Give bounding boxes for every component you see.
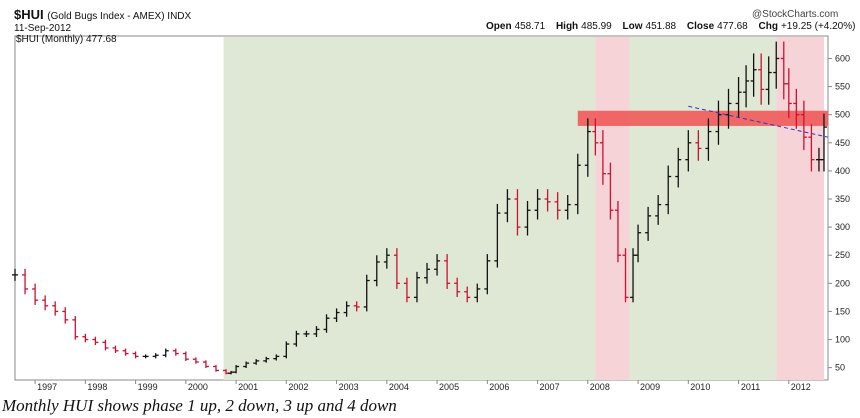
chart-date: 11-Sep-2012 [14, 23, 72, 34]
x-tick-label: 2005 [439, 382, 459, 392]
resistance-band-group [577, 110, 828, 126]
x-tick-label: 2004 [389, 382, 409, 392]
x-tick-label: 2001 [238, 382, 258, 392]
y-tick-label: 350 [835, 194, 850, 204]
symbol-description: (Gold Bugs Index - AMEX) INDX [47, 11, 192, 22]
x-tick-label: 2007 [540, 382, 560, 392]
high-value: 485.99 [581, 21, 612, 32]
trendline [688, 105, 829, 138]
ohlc-readout: Open 458.71 High 485.99 Low 451.88 Close 477… [486, 21, 860, 32]
series-legend: $HUI (Monthly) 477.68 [16, 34, 117, 45]
resistance-band [577, 110, 828, 126]
y-tick-label: 100 [835, 335, 850, 345]
high-label: High [555, 21, 579, 32]
x-tick-label: 2009 [640, 382, 660, 392]
stockcharts-credit: @StockCharts.com [752, 9, 839, 20]
y-tick-label: 150 [835, 306, 850, 316]
x-tick-label: 1999 [138, 382, 158, 392]
x-tick-label: 2003 [339, 382, 359, 392]
symbol-ticker: $HUI [14, 7, 44, 22]
x-tick-label: 2011 [741, 382, 760, 392]
close-value: 477.68 [717, 21, 748, 32]
x-tick-label: 2000 [188, 382, 208, 392]
price-bars [12, 41, 827, 375]
x-tick-label: 2008 [590, 382, 610, 392]
y-tick-label: 50 [835, 363, 845, 373]
y-tick-label: 500 [835, 110, 850, 120]
x-tick-label: 2006 [489, 382, 509, 392]
low-value: 451.88 [645, 21, 677, 32]
phase-up-shade [223, 37, 596, 380]
open-value: 458.71 [514, 21, 546, 32]
y-tick-label: 550 [835, 82, 850, 92]
low-label: Low [622, 21, 643, 32]
y-tick-label: 200 [835, 278, 850, 288]
y-tick-label: 250 [835, 250, 850, 260]
phase-shading [223, 37, 824, 380]
y-tick-label: 450 [835, 138, 850, 148]
open-label: Open [486, 21, 512, 32]
chg-label: Chg [758, 21, 778, 32]
figure-caption: Monthly HUI shows phase 1 up, 2 down, 3 … [2, 396, 397, 415]
chart-canvas: 50 100 150 200 250 300 350 400 450 500 550 600 1997… [12, 35, 850, 392]
close-label: Close [686, 21, 715, 32]
x-tick-label: 1997 [37, 382, 57, 392]
y-tick-label: 600 [835, 53, 850, 63]
symbol-title: $HUI (Gold Bugs Index - AMEX) INDX [14, 7, 191, 22]
trendline-group [688, 105, 829, 138]
x-tick-label: 1998 [87, 382, 107, 392]
x-axis: 1997 1998 1999 2000 2001 2002 2003 2004 2005 2006… [34, 380, 811, 392]
chg-value: +19.25 (+4.20%) [780, 21, 856, 32]
phase-down-shade [595, 37, 630, 380]
y-tick-label: 300 [835, 222, 850, 232]
y-tick-label: 400 [835, 166, 850, 176]
x-tick-label: 2010 [690, 382, 710, 392]
phase-up-shade [629, 37, 777, 380]
y-axis: 50 100 150 200 250 300 350 400 450 500 550 600 [828, 53, 850, 373]
x-tick-label: 2012 [791, 382, 811, 392]
x-tick-label: 2002 [288, 382, 308, 392]
